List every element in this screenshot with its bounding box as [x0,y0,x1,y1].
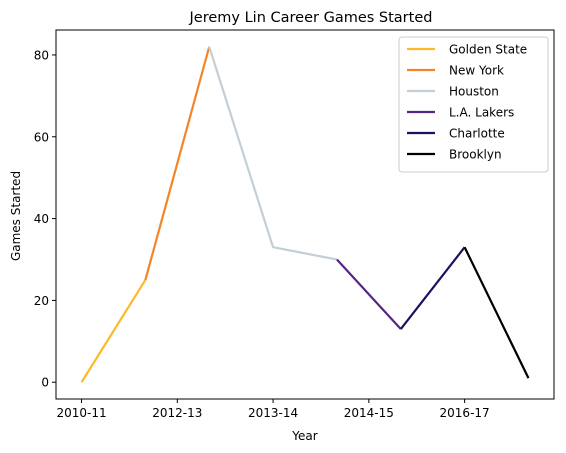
x-tick-label-4: 2016-17 [440,406,490,420]
y-tick-label-1: 20 [34,294,49,308]
x-tick-label-1: 2012-13 [152,406,202,420]
legend: Golden State New York Houston L.A. Lakers Ch… [398,36,549,173]
y-tick-label-3: 60 [34,130,49,144]
legend-label-3: L.A. Lakers [449,106,514,120]
series-line-5 [463,246,530,379]
plot-area: 2010-11 2012-13 2013-14 2014-15 2016-17 0 20 40… [34,29,555,420]
chart-title: Jeremy Lin Career Games Started [189,10,433,26]
series-line-2 [208,46,338,261]
series-line-4 [399,246,466,330]
legend-label-5: Brooklyn [449,148,502,162]
y-tick-label-2: 40 [34,212,49,226]
legend-label-4: Charlotte [449,127,505,141]
x-tick-label-3: 2014-15 [344,406,394,420]
series-line-3 [336,258,402,330]
legend-box [398,36,549,173]
y-axis-label: Games Started [9,171,23,261]
legend-label-0: Golden State [449,43,527,57]
x-axis-label: Year [291,429,317,443]
y-tick-label-0: 0 [41,376,49,390]
plot-frame [55,29,555,400]
legend-label-1: New York [449,64,504,78]
y-tick-label-4: 80 [34,48,49,62]
x-tick-label-2: 2013-14 [248,406,298,420]
legend-label-2: Houston [449,85,499,99]
series-line-1 [144,46,211,281]
series-line-0 [80,279,147,383]
x-tick-label-0: 2010-11 [56,406,106,420]
